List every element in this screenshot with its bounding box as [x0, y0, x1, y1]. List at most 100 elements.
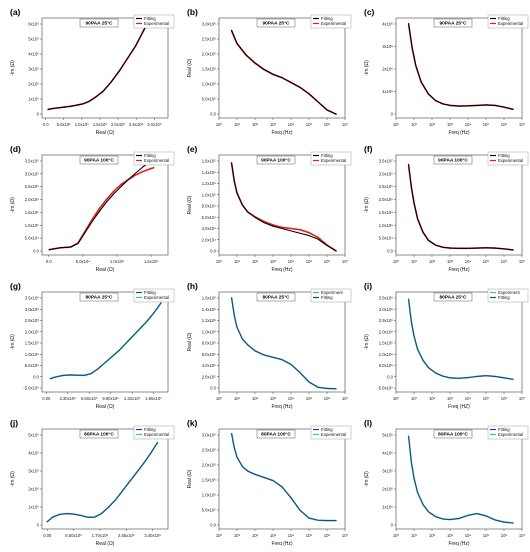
x-tick-label: 10⁷ — [342, 533, 349, 538]
sample-label: 80PAA 100°C — [84, 432, 114, 438]
plot-frame — [41, 428, 169, 530]
data-point — [134, 174, 137, 176]
y-tick-label: 3.5x10⁵ — [379, 159, 394, 164]
x-tick-label: 10¹ — [411, 122, 418, 127]
y-tick-label: 2.5x10⁶ — [202, 37, 217, 42]
x-axis-label: Freq (Hz) — [271, 404, 292, 410]
x-tick-label: 10² — [252, 122, 259, 127]
chart-panel-k: 10⁰ 10¹ 10² 10³ 10⁴ 10⁵ 10⁶ 10⁷ 0.0 5.0x10⁵ 1.0x10… — [185, 417, 355, 552]
y-tick-label: 4x10⁶ — [382, 22, 393, 27]
panel-letter: (g) — [10, 281, 21, 291]
series-line-fit — [408, 435, 514, 524]
sample-label: 80PAA 25°C — [86, 295, 114, 301]
chart-panel-b: 10⁰ 10¹ 10² 10³ 10⁴ 10⁵ 10⁶ 10⁷ 0.0 5.0x10⁵ 1.0x10… — [185, 6, 355, 141]
y-tick-label: 1.5x10⁶ — [202, 478, 217, 483]
legend-box — [487, 425, 529, 440]
series-line-fit — [46, 442, 159, 523]
series-line-fit — [231, 162, 337, 252]
x-tick-label: 10⁴ — [288, 533, 295, 538]
legend-box — [133, 288, 175, 303]
legend-entry: Fitting — [498, 153, 510, 158]
chart-panel-f: 10⁰ 10¹ 10² 10³ 10⁴ 10⁵ 10⁶ 10⁷ 0.0 5.0x10⁴ 1.0x10… — [362, 143, 530, 278]
x-tick-label: 10⁵ — [483, 533, 490, 538]
x-tick-label: 10⁵ — [483, 396, 490, 401]
x-tick-label: 1.65x10⁶ — [145, 396, 162, 401]
legend-entry: Fitting — [498, 16, 510, 21]
chart-panel-l: 10⁰ 10¹ 10² 10³ 10⁴ 10⁵ 10⁶ 10⁷ 0 1x10⁶ 2x10⁶ 3x10⁶… — [362, 417, 530, 552]
y-tick-label: 3.0x10⁶ — [379, 307, 394, 312]
chart-svg-i: 10⁰ 10¹ 10² 10³ 10⁴ 10⁵ 10⁶ 10⁷ -5.0x10⁵ 0.0 5.0x1… — [364, 281, 529, 410]
x-tick-label: 10¹ — [411, 259, 418, 264]
legend-box — [310, 425, 352, 440]
legend-entry: Fitting — [144, 290, 156, 295]
plot-frame — [395, 428, 523, 530]
legend-box — [310, 151, 352, 166]
x-tick-label: 0.0 — [43, 122, 49, 127]
x-tick-label: 10⁵ — [483, 259, 490, 264]
y-tick-label: 2.5x10⁶ — [25, 318, 40, 323]
y-tick-label: 1.0x10⁶ — [202, 493, 217, 498]
chart-svg-d: 0.0 5.0x10⁴ 1.0x10⁵ 1.5x10⁵ 0.0 5.0x10⁴ 1.0x10… — [10, 144, 175, 273]
legend-entry: Experimental — [498, 432, 523, 437]
x-tick-label: 10³ — [447, 259, 454, 264]
y-tick-label: 0 — [391, 112, 394, 117]
series-line-exp — [46, 441, 159, 523]
legend-entry: Experimental — [144, 21, 169, 26]
panel-letter: (h) — [187, 281, 198, 291]
chart-svg-b: 10⁰ 10¹ 10² 10³ 10⁴ 10⁵ 10⁶ 10⁷ 0.0 5.0x10⁵ 1.0x10… — [187, 7, 352, 136]
panel-letter: (c) — [364, 7, 375, 17]
legend-entry: Experiment — [498, 290, 521, 295]
x-tick-label: 10⁰ — [216, 396, 223, 401]
x-tick-label: 10¹ — [411, 533, 418, 538]
y-axis-label: -Im (Ω) — [10, 60, 16, 76]
panel-letter: (j) — [10, 418, 18, 428]
y-tick-label: 3x10⁶ — [28, 67, 39, 72]
series-line-exp — [230, 432, 337, 522]
y-tick-label: 3x10⁶ — [382, 469, 393, 474]
legend-entry: Experimental — [144, 432, 169, 437]
x-tick-label: 10⁶ — [324, 396, 331, 401]
x-axis-label: Freq (Hz) — [271, 541, 292, 547]
x-tick-label: 10⁴ — [465, 259, 472, 264]
x-tick-label: 10⁴ — [288, 122, 295, 127]
x-tick-label: 10⁷ — [342, 122, 349, 127]
sample-label-box — [433, 18, 473, 28]
data-point — [120, 183, 122, 186]
sample-label-box — [433, 155, 473, 165]
x-tick-label: 10⁴ — [465, 396, 472, 401]
y-tick-label: 5.0x10⁴ — [379, 236, 394, 241]
chart-panel-g: 0.00 3.30x10⁵ 6.60x10⁵ 9.90x10⁵ 1.32x10⁶ 1.65… — [8, 280, 178, 415]
legend-entry: Experimental — [144, 295, 169, 300]
y-tick-label: 2x10⁶ — [28, 82, 39, 87]
panel-letter: (i) — [364, 281, 372, 291]
panel-letter: (d) — [10, 144, 21, 154]
y-tick-label: 6x10⁶ — [28, 22, 39, 27]
x-tick-label: 10⁶ — [324, 259, 331, 264]
sample-label-box — [79, 429, 119, 439]
y-tick-label: 4x10⁶ — [28, 451, 39, 456]
x-tick-label: 3.40x10⁶ — [144, 533, 161, 538]
legend-box — [487, 14, 529, 29]
chart-svg-l: 10⁰ 10¹ 10² 10³ 10⁴ 10⁵ 10⁶ 10⁷ 0 1x10⁶ 2x10⁶ 3x10⁶… — [364, 418, 529, 547]
x-tick-label: 10⁷ — [519, 396, 526, 401]
legend-entry: Fitting — [321, 427, 333, 432]
sample-label-box — [256, 155, 296, 165]
y-tick-label: 2.0x10⁴ — [202, 237, 217, 242]
x-tick-label: 2.55x10⁶ — [118, 533, 135, 538]
y-axis-label: -Im (Ω) — [364, 334, 370, 350]
series-line-fit — [231, 433, 337, 522]
y-tick-label: 2.5x10⁶ — [202, 448, 217, 453]
series-line-fit — [408, 22, 514, 110]
y-tick-label: 3x10⁶ — [28, 469, 39, 474]
y-tick-label: 0 — [391, 523, 394, 528]
y-tick-label: 2x10⁶ — [382, 487, 393, 492]
sample-label-box — [256, 292, 296, 302]
x-tick-label: 1.0x10⁵ — [110, 259, 125, 264]
x-axis-label: Real (Ω) — [96, 541, 115, 547]
y-tick-label: 2x10⁶ — [382, 67, 393, 72]
y-tick-label: 3.0x10⁶ — [202, 22, 217, 27]
x-tick-label: 10³ — [447, 122, 454, 127]
sample-label-box — [79, 292, 119, 302]
series-line-exp — [230, 163, 337, 252]
y-axis-label: -Im (Ω) — [10, 334, 16, 350]
